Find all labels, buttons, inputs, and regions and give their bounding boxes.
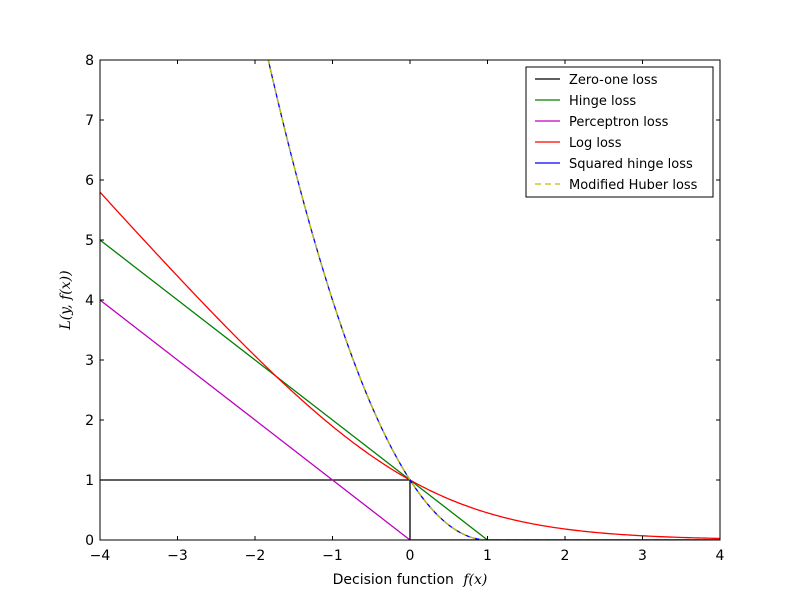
ticks-layer: −4 −3 −2 −1 0 1 2 3 4 0 1 2 3 4 5 6 7 8	[85, 53, 724, 564]
series-layer	[100, 60, 720, 540]
legend-label-squared-hinge-loss: Squared hinge loss	[569, 157, 693, 172]
legend-label-hinge-loss: Hinge loss	[569, 94, 636, 109]
y-tick-label: 4	[85, 293, 94, 309]
x-tick-label: 2	[561, 548, 570, 564]
legend-label-perceptron-loss: Perceptron loss	[569, 115, 669, 130]
x-axis-label: Decision function f(x)	[333, 572, 488, 588]
x-tick-label: 1	[483, 548, 492, 564]
x-tick-label: 3	[638, 548, 647, 564]
x-tick-label: −3	[167, 548, 188, 564]
x-tick-label: −2	[245, 548, 266, 564]
y-tick-label: 3	[85, 353, 94, 369]
legend-frame	[525, 66, 714, 198]
legend-label-zero-one-loss: Zero-one loss	[569, 73, 658, 88]
y-tick-label: 5	[85, 233, 94, 249]
x-axis-label-text: Decision function	[333, 572, 454, 588]
x-tick-label: 0	[406, 548, 415, 564]
y-tick-label: 2	[85, 413, 94, 429]
perceptron-loss-line	[100, 299, 720, 540]
zero-one-loss-line	[100, 479, 720, 540]
legend-label-log-loss: Log loss	[569, 136, 622, 151]
x-tick-label: −1	[322, 548, 343, 564]
x-axis-label-math: f(x)	[462, 572, 487, 588]
y-tick-label: 6	[85, 173, 94, 189]
x-tick-label: 4	[716, 548, 725, 564]
y-tick-label: 0	[85, 533, 94, 549]
y-axis-label: L(y, f(x))	[58, 270, 74, 330]
legend: Zero-one loss Hinge loss Perceptron loss Lo…	[525, 66, 714, 198]
y-tick-label: 7	[85, 113, 94, 129]
legend-label-modified-huber-loss: Modified Huber loss	[569, 178, 698, 193]
y-tick-label: 1	[85, 473, 94, 489]
x-tick-label: −4	[90, 548, 111, 564]
y-tick-label: 8	[85, 53, 94, 69]
